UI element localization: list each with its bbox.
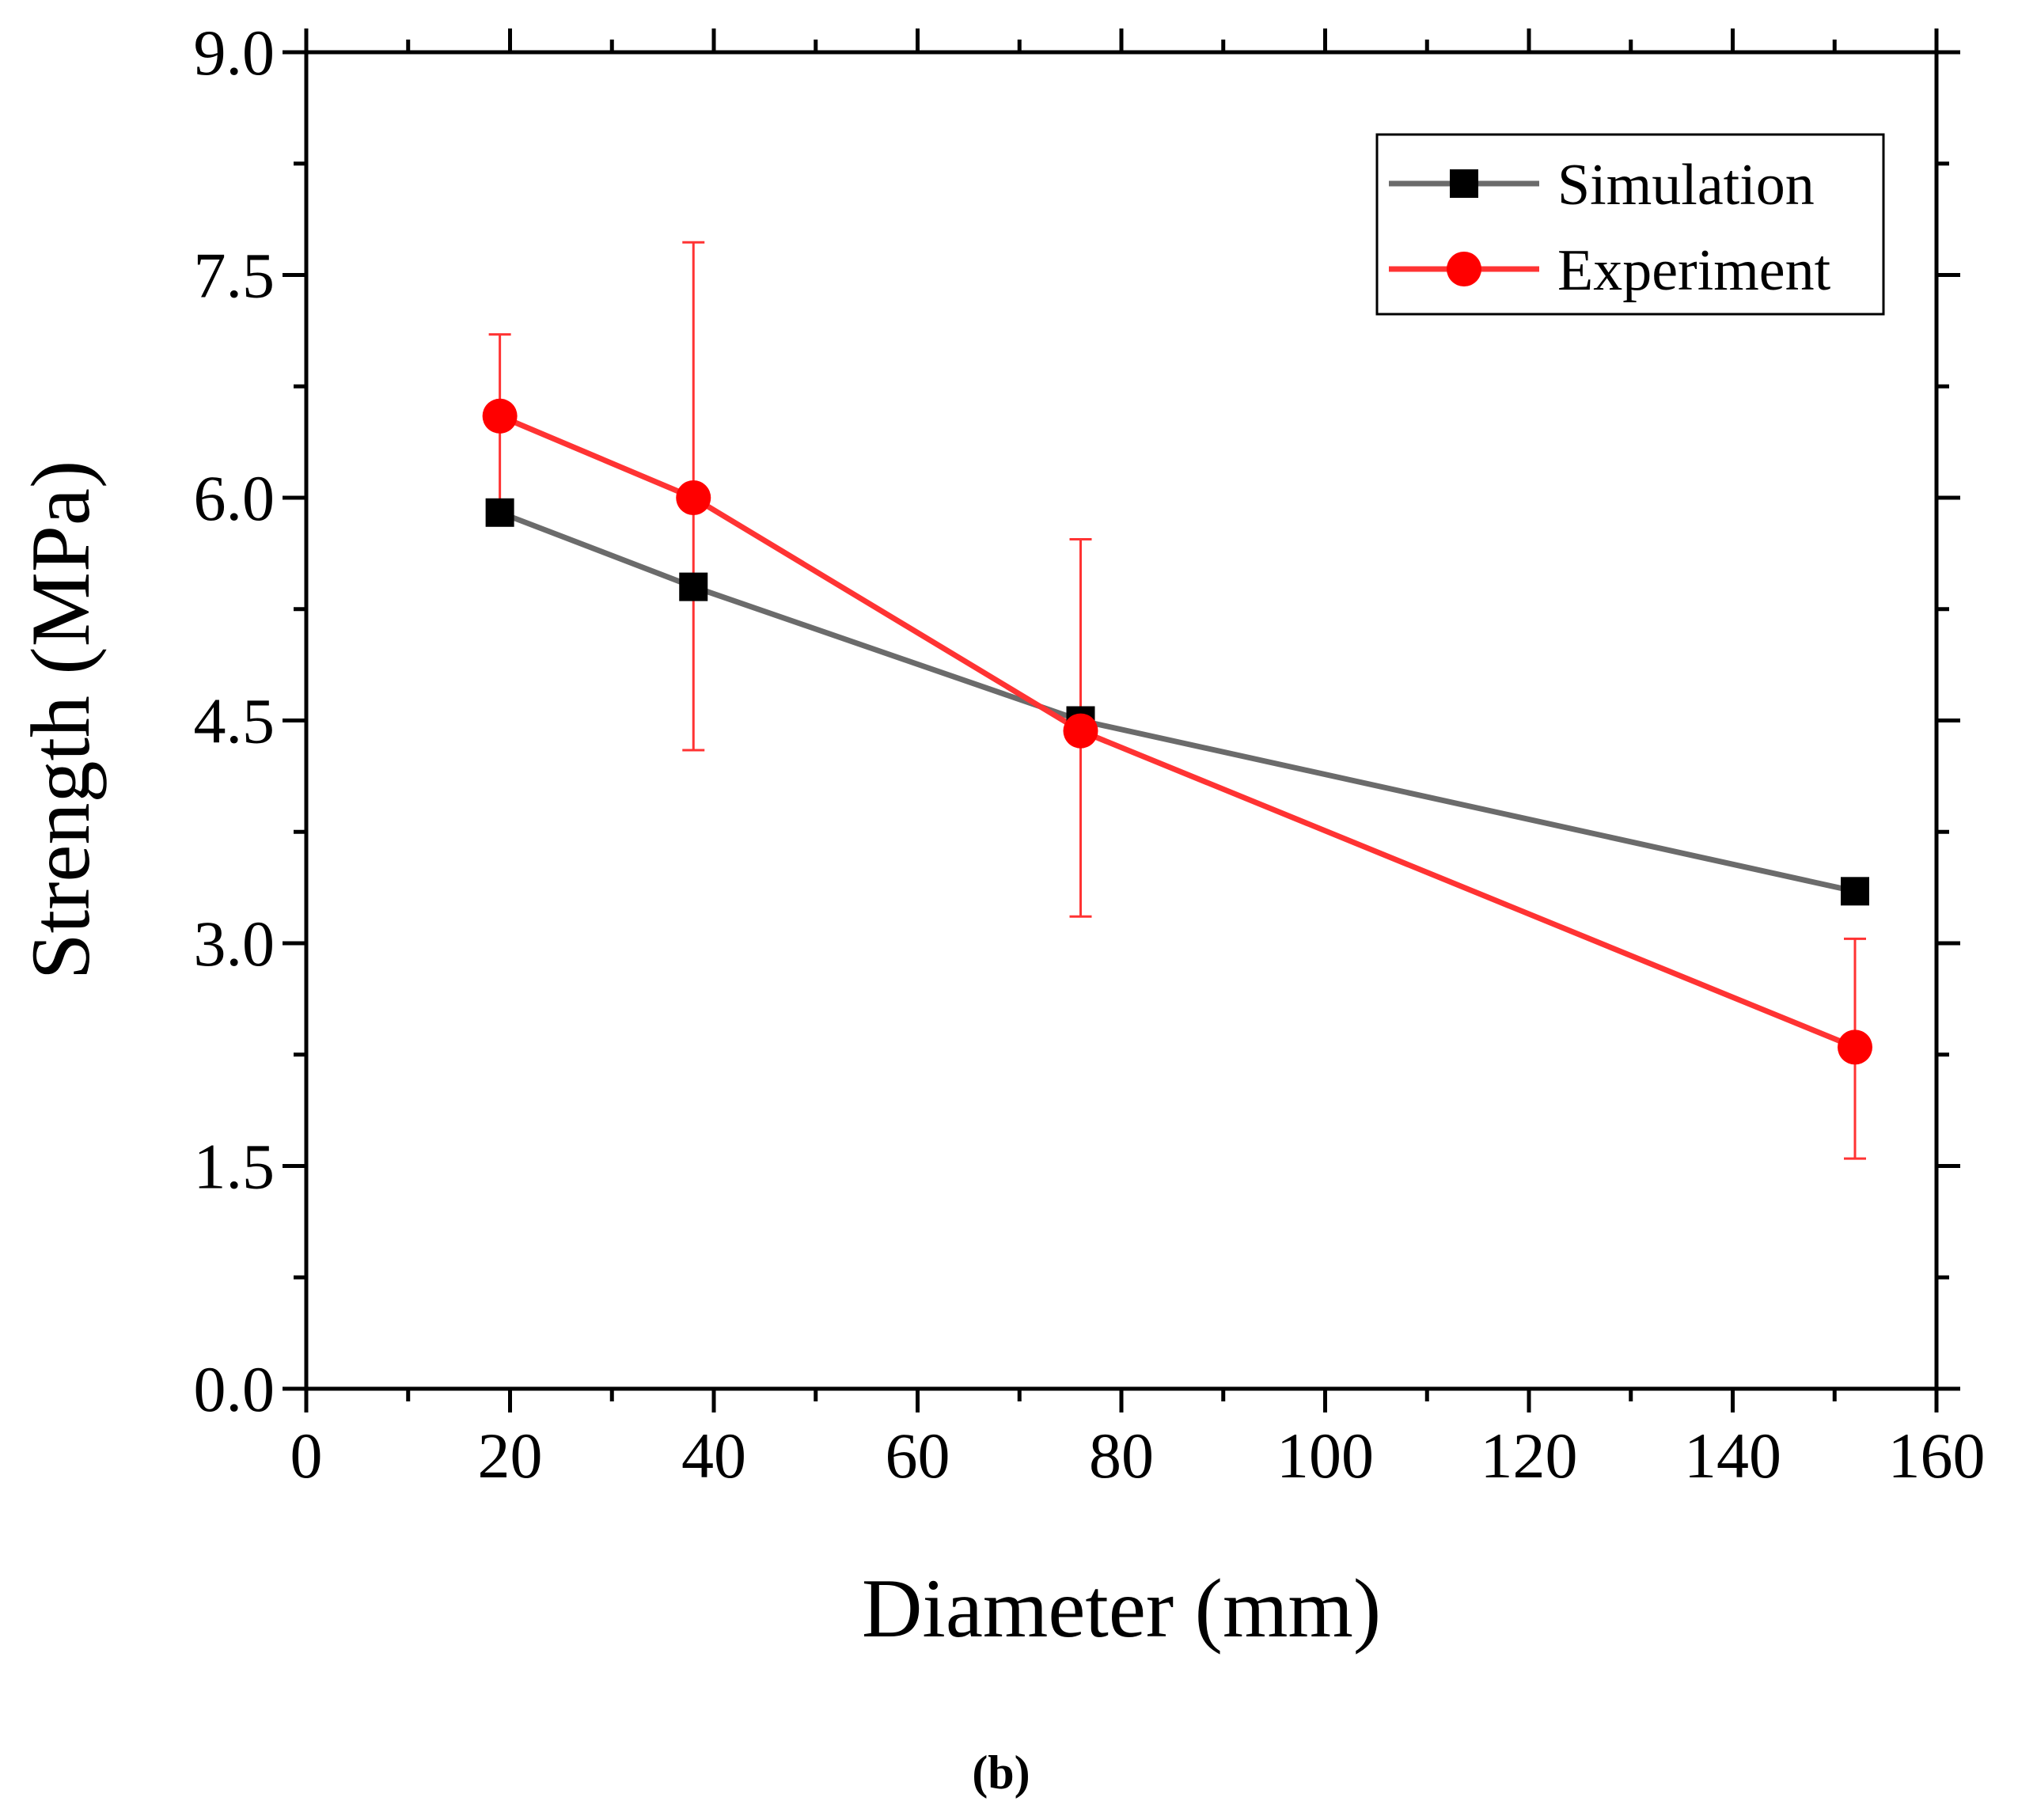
series-markers <box>482 398 1872 1065</box>
y-tick-label: 6.0 <box>194 462 275 534</box>
series-line-simulation <box>499 510 1856 894</box>
legend: Simulation Experiment <box>1375 133 1885 316</box>
x-tick-label: 20 <box>478 1420 543 1492</box>
x-axis-title: Diameter (mm) <box>862 1562 1381 1655</box>
data-point-simulation <box>679 572 708 601</box>
x-tick-label: 60 <box>886 1420 950 1492</box>
panel-label: (b) <box>972 1746 1030 1799</box>
x-tick-label: 120 <box>1481 1420 1578 1492</box>
legend-marker-simulation <box>1450 169 1478 198</box>
y-tick-label: 1.5 <box>194 1131 275 1203</box>
y-tick-label: 0.0 <box>194 1353 275 1425</box>
tick-labels: 0 20 40 60 80 100 120 140 160 0.0 1.5 3.0 4.5 6.0 7.5 9… <box>194 17 1986 1492</box>
y-tick-label: 7.5 <box>194 240 275 312</box>
axis-ticks <box>283 28 1960 1412</box>
y-tick-label: 9.0 <box>194 17 275 89</box>
data-point-experiment <box>676 480 711 515</box>
data-point-experiment <box>482 398 518 434</box>
legend-label-simulation: Simulation <box>1557 153 1815 218</box>
x-tick-label: 140 <box>1684 1420 1781 1492</box>
data-point-simulation <box>1841 877 1869 906</box>
plot-frame <box>304 50 1939 1391</box>
series-lines <box>499 413 1857 1050</box>
x-tick-label: 160 <box>1888 1420 1986 1492</box>
x-tick-label: 80 <box>1089 1420 1154 1492</box>
y-tick-label: 3.0 <box>194 908 275 980</box>
data-point-experiment <box>1838 1029 1872 1065</box>
legend-marker-experiment <box>1447 252 1481 286</box>
data-point-experiment <box>1063 713 1098 749</box>
data-point-simulation <box>485 498 514 527</box>
x-tick-label: 0 <box>290 1420 323 1492</box>
x-tick-label: 100 <box>1276 1420 1374 1492</box>
y-tick-label: 4.5 <box>194 685 275 757</box>
series-line-experiment <box>499 413 1857 1050</box>
y-axis-title: Strength (MPa) <box>14 461 107 980</box>
x-tick-label: 40 <box>681 1420 746 1492</box>
legend-label-experiment: Experiment <box>1557 238 1831 303</box>
error-bars <box>488 241 1866 1160</box>
